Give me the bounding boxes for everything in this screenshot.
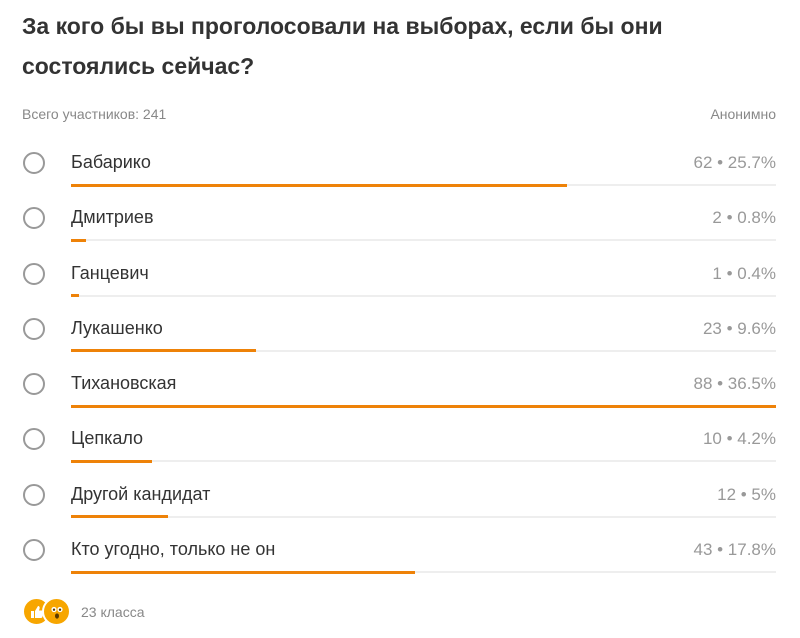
- option-label: Лукашенко: [71, 317, 163, 338]
- poll-option[interactable]: Бабарико 62 • 25.7%: [0, 138, 800, 193]
- poll-option[interactable]: Цепкало 10 • 4.2%: [0, 414, 800, 469]
- option-result: 23 • 9.6%: [702, 318, 776, 338]
- option-result: 88 • 36.5%: [693, 374, 776, 394]
- option-result: 62 • 25.7%: [693, 153, 776, 172]
- result-bar-fill: [71, 183, 568, 187]
- result-bar-track: [71, 294, 776, 298]
- result-bar-fill: [71, 570, 415, 574]
- radio-button[interactable]: [23, 317, 45, 340]
- option-result: 1 • 0.4%: [712, 263, 776, 283]
- radio-button[interactable]: [23, 207, 45, 230]
- option-result: 12 • 5%: [717, 484, 776, 504]
- radio-button[interactable]: [23, 152, 45, 174]
- reaction-icons[interactable]: [22, 597, 71, 626]
- result-bar-track: [71, 404, 776, 408]
- option-label: Другой кандидат: [71, 483, 211, 504]
- radio-button[interactable]: [23, 483, 45, 506]
- option-label: Кто угодно, только не он: [71, 539, 276, 560]
- option-label: Бабарико: [71, 152, 151, 172]
- radio-button[interactable]: [23, 428, 45, 451]
- result-bar-fill: [71, 459, 153, 463]
- poll-meta: Всего участников: 241 Анонимно: [22, 106, 776, 122]
- result-bar-track: [71, 349, 776, 353]
- result-bar-track: [71, 183, 776, 187]
- likes-count: 23 класса: [81, 603, 145, 620]
- result-bar-fill: [71, 349, 257, 353]
- option-label: Ганцевич: [71, 262, 149, 283]
- poll-option[interactable]: Дмитриев 2 • 0.8%: [0, 193, 800, 248]
- result-bar-fill: [71, 238, 87, 242]
- result-bar-fill: [71, 404, 776, 408]
- radio-button[interactable]: [23, 539, 45, 562]
- participants-count: Всего участников: 241: [22, 106, 167, 122]
- result-bar-fill: [71, 294, 79, 298]
- radio-button[interactable]: [23, 262, 45, 285]
- poll-option[interactable]: Другой кандидат 12 • 5%: [0, 470, 800, 525]
- option-result: 2 • 0.8%: [712, 208, 776, 228]
- poll-options: Бабарико 62 • 25.7% Дмитриев 2 • 0.8% Ганцев…: [0, 138, 800, 580]
- option-label: Дмитриев: [71, 207, 154, 228]
- poll-question: За кого бы вы проголосовали на выборах, …: [22, 13, 663, 79]
- poll-option[interactable]: Ганцевич 1 • 0.4%: [0, 249, 800, 304]
- result-bar-track: [71, 459, 776, 463]
- result-bar-track: [71, 238, 776, 242]
- surprised-face-icon[interactable]: [42, 597, 71, 626]
- result-bar-track: [71, 570, 776, 574]
- poll-option[interactable]: Тихановская 88 • 36.5%: [0, 359, 800, 414]
- option-label: Цепкало: [71, 428, 144, 449]
- poll-option[interactable]: Лукашенко 23 • 9.6%: [0, 304, 800, 359]
- result-bar-fill: [71, 515, 168, 519]
- option-result: 10 • 4.2%: [702, 429, 776, 449]
- result-bar-track: [71, 515, 776, 519]
- anonymous-label: Анонимно: [710, 106, 776, 122]
- option-result: 43 • 17.8%: [693, 540, 776, 560]
- reactions-bar[interactable]: 23 класса: [22, 597, 145, 626]
- radio-button[interactable]: [23, 373, 45, 396]
- poll-option[interactable]: Кто угодно, только не он 43 • 17.8%: [0, 525, 800, 580]
- option-label: Тихановская: [71, 373, 177, 394]
